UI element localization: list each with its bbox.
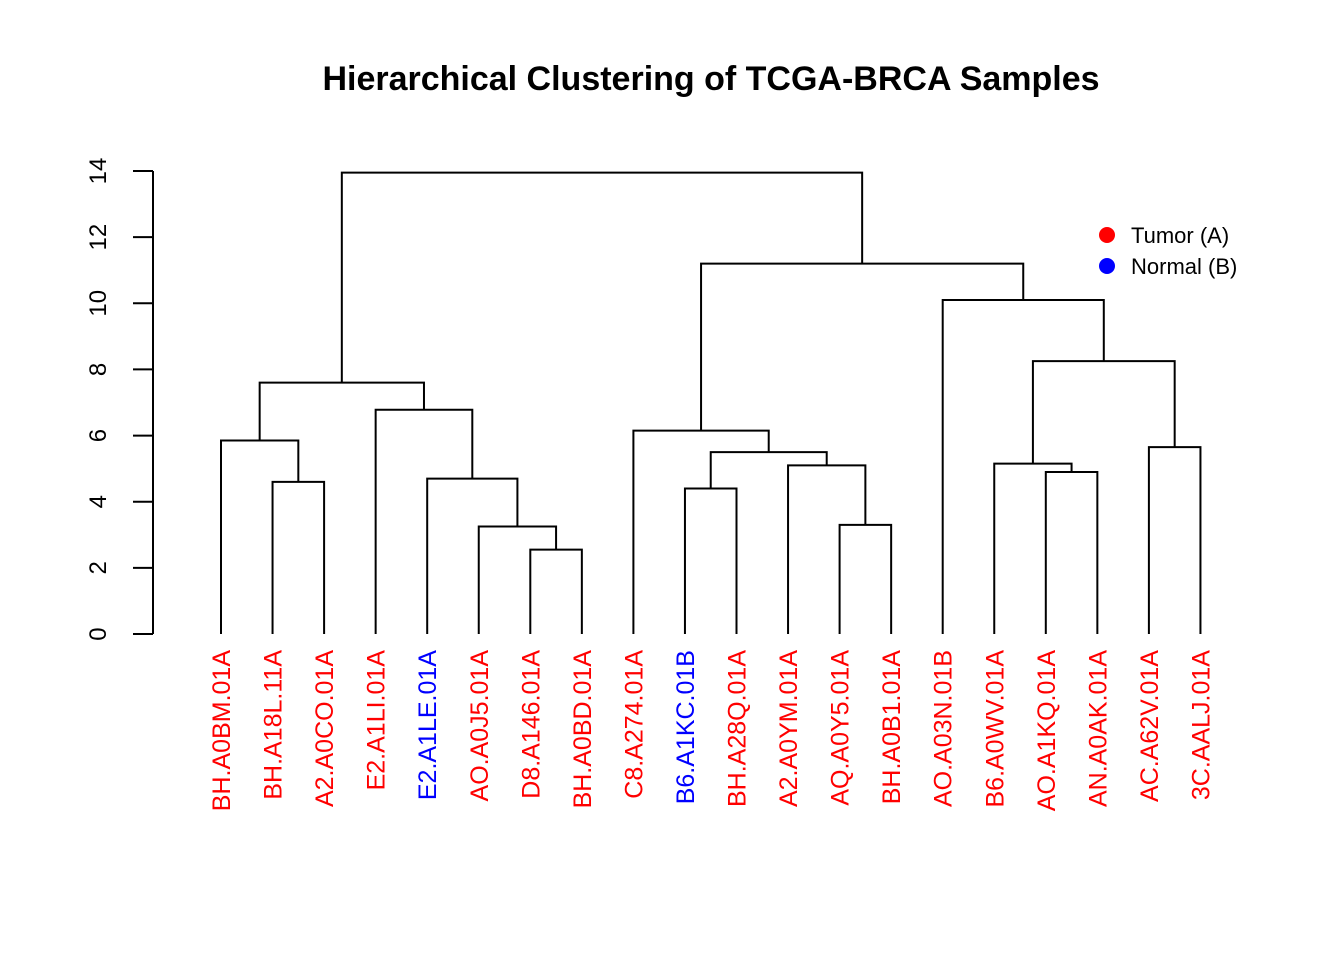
leaf-label: A2.A0CO.01A — [311, 650, 339, 807]
leaf-label: 3C.AALJ.01A — [1187, 650, 1215, 800]
legend: Tumor (A) Normal (B) — [1099, 223, 1237, 279]
leaf-label: E2.A1LI.01A — [363, 650, 391, 791]
leaf-label: AN.A0AK.01A — [1084, 650, 1112, 807]
merge-link-m3 — [426, 477, 519, 634]
merge-link-m15 — [1147, 446, 1202, 634]
leaf-label: BH.A28Q.01A — [724, 650, 752, 807]
leaf-label: BH.A0B1.01A — [878, 650, 906, 805]
merge-link-m19 — [340, 171, 864, 383]
merge-link-m10 — [683, 487, 738, 634]
merge-link-m18 — [700, 262, 1025, 431]
leaf-label: D8.A146.01A — [517, 650, 545, 799]
leaf-label: E2.A1LE.01A — [414, 650, 442, 800]
y-tick-label: 4 — [85, 495, 112, 508]
leaf-label: BH.A0BM.01A — [208, 650, 236, 812]
merge-link-m5 — [271, 480, 326, 634]
y-tick-label: 2 — [85, 561, 112, 574]
leaf-label: AO.A0J5.01A — [466, 650, 494, 802]
y-tick-label: 14 — [85, 158, 112, 185]
leaf-label: BH.A0BD.01A — [569, 650, 597, 809]
legend-label-normal: Normal (B) — [1131, 254, 1237, 279]
y-axis: 0 2 4 6 8 10 12 14 — [85, 158, 154, 641]
y-tick-label: 10 — [85, 290, 112, 317]
legend-label-tumor: Tumor (A) — [1131, 223, 1229, 248]
leaf-label: AO.A03N.01B — [930, 650, 958, 807]
dendrogram-links — [220, 171, 1202, 634]
y-tick-label: 6 — [85, 429, 112, 442]
merge-link-m6 — [220, 439, 300, 634]
legend-marker-tumor — [1099, 227, 1115, 243]
merge-link-m12 — [632, 429, 770, 634]
merge-link-m7 — [258, 381, 425, 441]
chart-title: Hierarchical Clustering of TCGA-BRCA Sam… — [322, 60, 1099, 98]
merge-link-m14 — [993, 462, 1073, 634]
merge-link-m8 — [838, 523, 893, 634]
merge-link-m1 — [529, 548, 583, 634]
merge-link-m2 — [477, 525, 558, 634]
leaf-label: C8.A274.01A — [620, 650, 648, 799]
leaf-label: BH.A18L.11A — [260, 650, 288, 800]
merge-link-m4 — [374, 408, 474, 634]
merge-link-m9 — [787, 464, 867, 634]
leaf-label: AC.A62V.01A — [1136, 650, 1164, 802]
merge-link-m11 — [709, 451, 828, 489]
merge-link-m13 — [1044, 470, 1099, 634]
leaf-labels: BH.A0BM.01A BH.A18L.11A A2.A0CO.01A E2.A1LI… — [208, 650, 1215, 812]
y-tick-label: 0 — [85, 627, 112, 640]
y-tick-label: 12 — [85, 224, 112, 251]
leaf-label: B6.A0WV.01A — [981, 650, 1009, 808]
legend-marker-normal — [1099, 258, 1115, 274]
y-tick-label: 8 — [85, 363, 112, 376]
leaf-label: AQ.A0Y5.01A — [827, 650, 855, 806]
leaf-label: B6.A1KC.01B — [672, 650, 700, 804]
merge-link-m17 — [941, 298, 1105, 634]
merge-link-m16 — [1031, 360, 1176, 464]
leaf-label: AO.A1KQ.01A — [1033, 650, 1061, 812]
leaf-label: A2.A0YM.01A — [775, 650, 803, 807]
